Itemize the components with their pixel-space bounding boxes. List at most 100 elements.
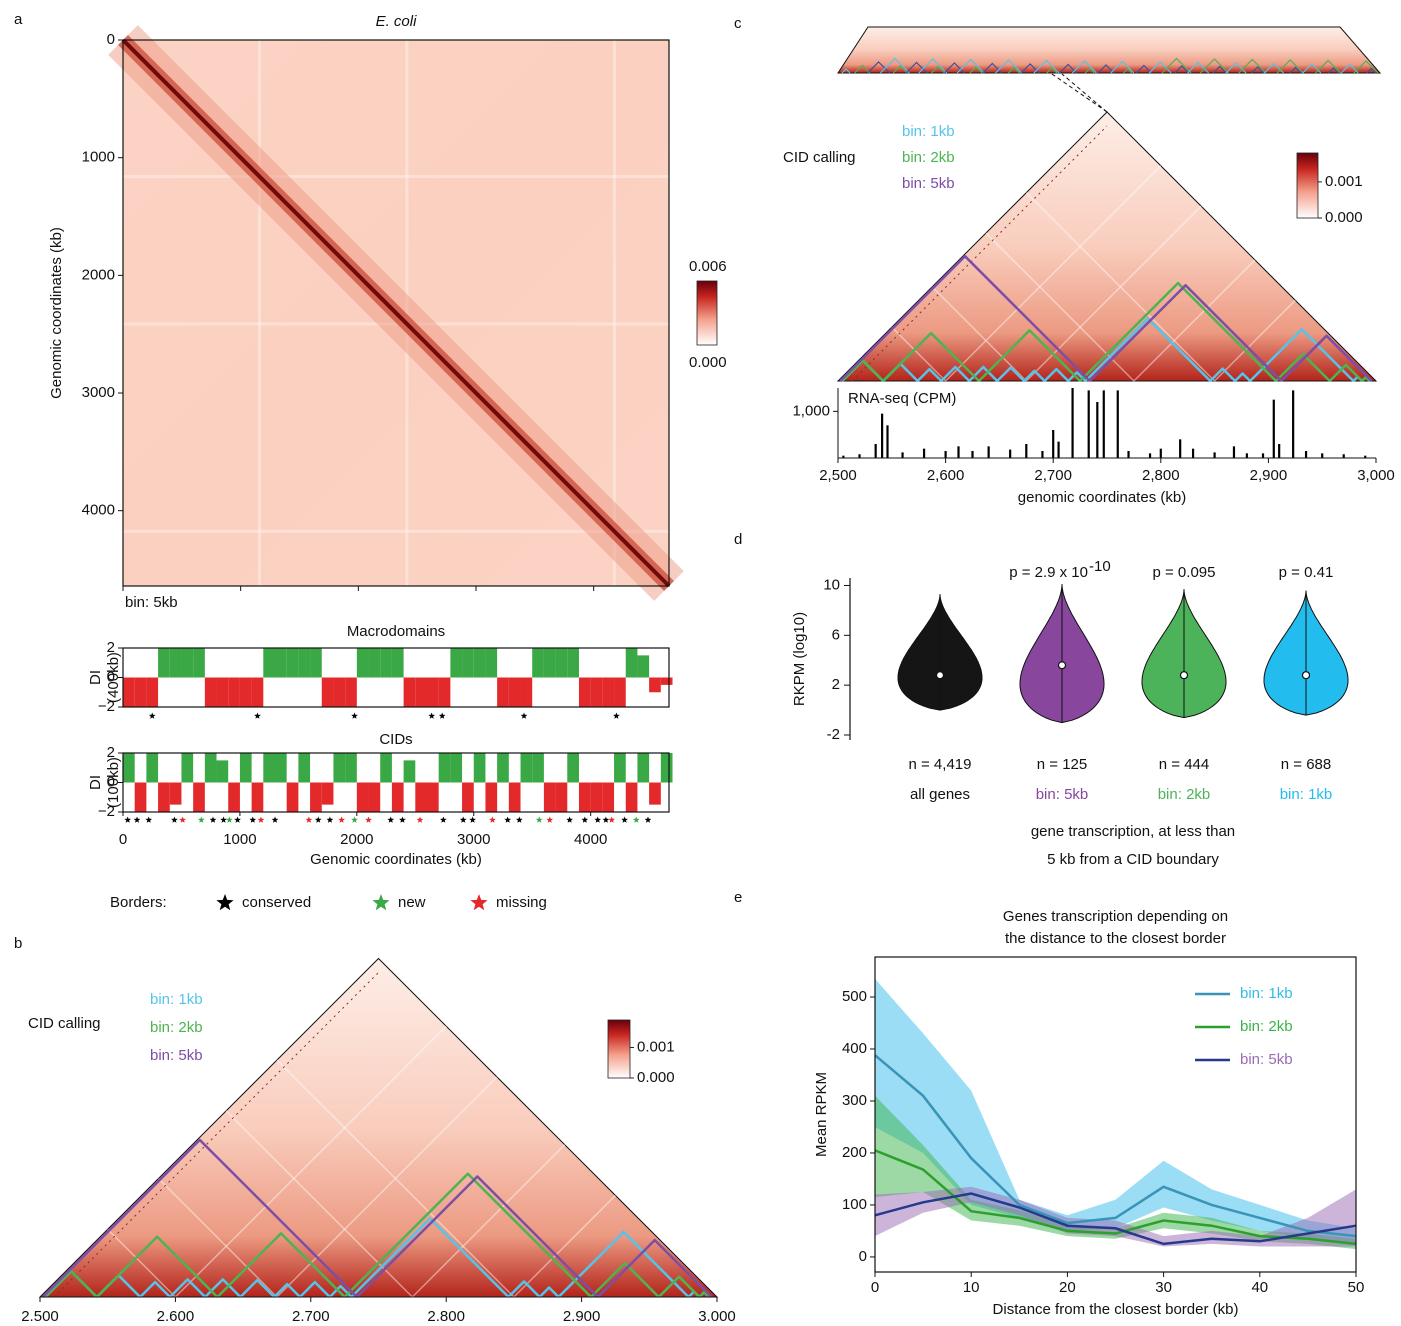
border-marker <box>566 816 573 823</box>
x-tick-label: 40 <box>1251 1279 1268 1296</box>
di-bar <box>286 648 299 678</box>
di-bar <box>485 648 498 678</box>
di-bar <box>356 782 369 812</box>
y-tick-label: 2 <box>832 676 840 693</box>
di-bar <box>578 782 591 812</box>
di-bar <box>508 782 521 812</box>
di-bar <box>123 677 135 707</box>
border-marker <box>249 816 257 823</box>
x-tick-label: 2.800 <box>427 1308 465 1325</box>
annotation: bin: 5kb <box>125 594 178 611</box>
genome-strip-domain <box>1327 67 1339 74</box>
genome-strip-domain <box>1148 61 1172 74</box>
x-tick-label: 2,800 <box>1142 467 1180 484</box>
legend-label: bin: 5kb <box>1240 1051 1293 1068</box>
di-bar <box>181 648 194 678</box>
domain <box>216 1232 346 1298</box>
legend-label: bin: 2kb <box>1240 1018 1293 1035</box>
genome-strip-domain <box>1123 68 1133 74</box>
y-axis-label: (100kb) <box>105 757 122 808</box>
y-axis-label: DI <box>87 670 104 685</box>
domain <box>44 1270 98 1298</box>
genome-strip-domain <box>1084 67 1095 74</box>
di-bar <box>403 677 416 707</box>
domain <box>1209 367 1236 382</box>
y-tick-label: 300 <box>842 1092 867 1109</box>
y-tick-label: 1000 <box>82 149 115 166</box>
domain <box>1079 281 1277 382</box>
di-bar <box>602 677 615 707</box>
di-bar <box>146 753 159 783</box>
x-axis-label: Distance from the closest border (kb) <box>993 1301 1239 1318</box>
heatmap-texture <box>931 286 1027 382</box>
x-tick-label: 2,600 <box>927 467 965 484</box>
panel-letter: b <box>14 935 22 952</box>
y-axis-label: Genomic coordinates (kb) <box>48 227 65 399</box>
legend-label: bin: 1kb <box>902 123 955 140</box>
y-tick-label: 0 <box>107 773 115 790</box>
di-bar <box>274 648 287 678</box>
chart-title: the distance to the closest border <box>1005 930 1226 947</box>
border-marker <box>148 712 156 719</box>
di-bar <box>426 782 439 812</box>
x-axis-label: gene transcription, at less than <box>1031 823 1235 840</box>
genome-strip-domain <box>854 64 871 74</box>
domain <box>1280 334 1373 382</box>
di-bar <box>134 677 147 707</box>
genome-strip-domain <box>1059 63 1078 74</box>
heatmap-diagonal <box>121 38 671 588</box>
legend-label: missing <box>496 894 547 911</box>
di-bar <box>239 677 252 707</box>
genome-strip-domain <box>1276 59 1304 74</box>
colorbar-label: 0.000 <box>689 354 727 371</box>
di-bar <box>520 677 533 707</box>
genome-strip-domain <box>1071 60 1097 74</box>
border-marker <box>621 816 628 823</box>
x-tick-label: 0 <box>119 831 127 848</box>
di-bar <box>590 782 603 812</box>
di-bar <box>251 782 264 812</box>
y-tick-label: 2000 <box>82 266 115 283</box>
legend-marker <box>372 894 390 911</box>
genome-strip-domain <box>841 68 851 74</box>
legend-label: bin: 2kb <box>902 149 955 166</box>
confidence-band <box>875 978 1356 1244</box>
heatmap-texture <box>276 1059 515 1298</box>
di-bar <box>614 677 626 707</box>
x-tick-label: 3,000 <box>1357 467 1395 484</box>
y-tick-label: 400 <box>842 1040 867 1057</box>
y-tick-label: 2 <box>107 639 115 656</box>
di-bar <box>532 753 544 783</box>
domain <box>1361 375 1371 382</box>
y-tick-label: 0 <box>107 31 115 48</box>
median <box>1179 671 1189 680</box>
border-marker <box>351 816 358 823</box>
y-tick-label: 200 <box>842 1144 867 1161</box>
di-bar <box>274 753 287 783</box>
genome-strip-domain <box>931 65 946 74</box>
domain <box>557 1230 690 1298</box>
di-bar <box>134 782 147 812</box>
domain <box>41 1138 358 1298</box>
genome-strip-domain <box>1340 63 1359 74</box>
border-marker <box>428 712 435 719</box>
genome-strip-domain <box>1199 58 1229 74</box>
genome-strip-domain <box>1046 67 1058 74</box>
p-value: p = 2.9 x 10 <box>1009 564 1088 581</box>
colorbar <box>607 1019 631 1079</box>
x-tick-label: 1000 <box>223 831 256 848</box>
domain <box>507 1280 541 1298</box>
di-bar <box>333 677 346 707</box>
domain <box>169 1278 207 1298</box>
triangle-heatmap <box>836 111 1378 382</box>
track-label: RNA-seq (CPM) <box>848 390 956 407</box>
legend-marker <box>470 894 488 911</box>
di-bar <box>216 677 229 707</box>
y-tick-label: −2 <box>98 803 115 820</box>
border-marker <box>399 816 406 823</box>
di-bar <box>169 648 182 678</box>
di-bar <box>204 753 217 783</box>
y-tick-label: -2 <box>827 726 840 743</box>
di-bar <box>543 648 556 678</box>
heatmap-texture <box>276 1076 498 1298</box>
